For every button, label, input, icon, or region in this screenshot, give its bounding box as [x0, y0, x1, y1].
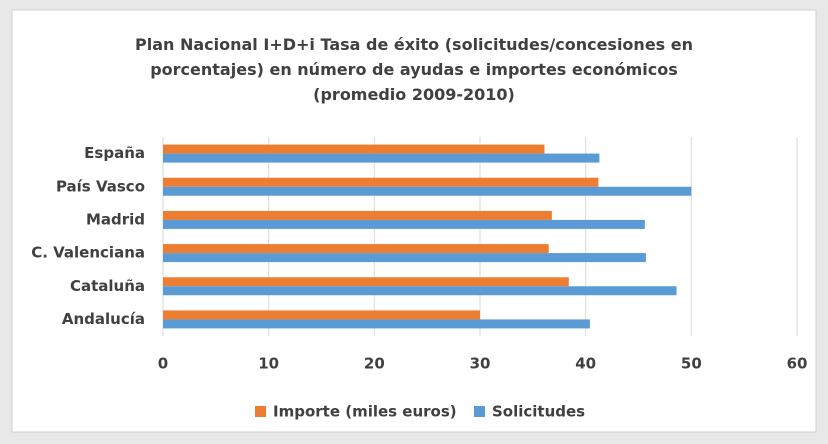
legend-swatch	[255, 406, 266, 417]
bar	[163, 210, 552, 220]
chart-title: Plan Nacional I+D+i Tasa de éxito (solic…	[135, 35, 693, 104]
y-tick-label: Cataluña	[70, 277, 145, 295]
x-tick-label: 60	[787, 355, 808, 373]
y-tick-label: Andalucía	[62, 310, 145, 328]
bar	[163, 286, 677, 296]
y-tick-label: C. Valenciana	[31, 244, 145, 262]
legend-label: Solicitudes	[492, 403, 585, 421]
bar	[163, 144, 545, 154]
x-tick-label: 0	[158, 355, 168, 373]
y-tick-label: Madrid	[86, 210, 145, 228]
bar	[163, 177, 599, 187]
bar	[163, 186, 692, 196]
bar	[163, 319, 590, 329]
bar	[163, 253, 646, 263]
y-tick-label: País Vasco	[56, 177, 145, 195]
bar	[163, 310, 480, 320]
x-tick-label: 50	[681, 355, 702, 373]
legend-swatch	[474, 406, 485, 417]
x-tick-label: 20	[364, 355, 385, 373]
bar	[163, 244, 549, 254]
bar	[163, 219, 645, 229]
bar	[163, 277, 569, 287]
x-tick-label: 30	[470, 355, 491, 373]
x-tick-label: 10	[258, 355, 279, 373]
y-tick-label: España	[84, 144, 145, 162]
bar	[163, 153, 600, 163]
legend-label: Importe (miles euros)	[273, 403, 457, 421]
x-tick-label: 40	[575, 355, 596, 373]
